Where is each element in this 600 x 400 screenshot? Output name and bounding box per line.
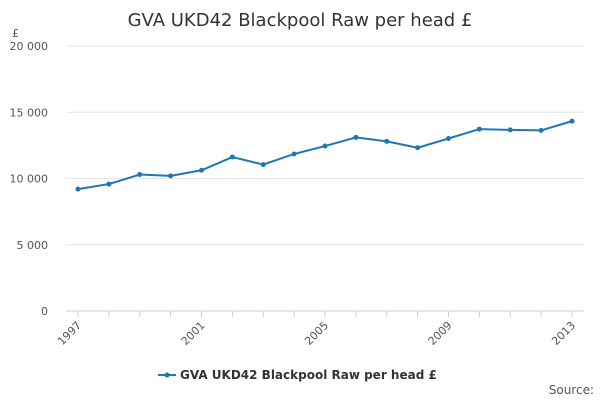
data-point[interactable] [260, 162, 266, 168]
data-point[interactable] [322, 143, 328, 149]
data-point[interactable] [229, 154, 235, 160]
legend-point-marker [164, 372, 170, 378]
data-point[interactable] [75, 186, 81, 192]
data-point[interactable] [569, 118, 575, 124]
x-tick-label: 1997 [55, 319, 84, 348]
x-tick-label: 2001 [179, 319, 208, 348]
data-point[interactable] [476, 126, 482, 132]
x-tick-label: 2013 [549, 319, 578, 348]
data-point[interactable] [199, 167, 204, 173]
data-point[interactable] [353, 134, 359, 140]
data-point[interactable] [507, 127, 513, 133]
legend[interactable]: GVA UKD42 Blackpool Raw per head £ [158, 368, 437, 382]
x-tick-label: 2009 [426, 319, 455, 348]
data-point[interactable] [384, 138, 390, 144]
data-point[interactable] [538, 127, 544, 133]
gridlines [66, 45, 584, 246]
x-tick-label: 2005 [302, 319, 331, 348]
y-axis-ticks: 0 5 000 10 000 15 000 20 000 [10, 40, 49, 318]
chart-title: GVA UKD42 Blackpool Raw per head £ [128, 10, 473, 31]
data-point[interactable] [446, 135, 451, 141]
y-tick-label: 5 000 [17, 239, 49, 252]
data-point[interactable] [415, 145, 421, 151]
series-group [75, 118, 575, 192]
y-tick-label: 20 000 [10, 40, 49, 53]
data-point[interactable] [137, 172, 143, 178]
y-tick-label: 10 000 [10, 173, 49, 186]
legend-label: GVA UKD42 Blackpool Raw per head £ [180, 368, 437, 382]
x-axis-ticks: 1997 2001 2005 2009 2013 [55, 311, 578, 348]
source-label: Source: [549, 383, 594, 397]
data-point[interactable] [106, 181, 112, 187]
data-point[interactable] [168, 173, 174, 179]
data-point[interactable] [291, 151, 297, 157]
y-tick-label: 15 000 [10, 106, 49, 119]
y-axis-label: £ [12, 27, 19, 40]
y-tick-label: 0 [41, 305, 48, 318]
